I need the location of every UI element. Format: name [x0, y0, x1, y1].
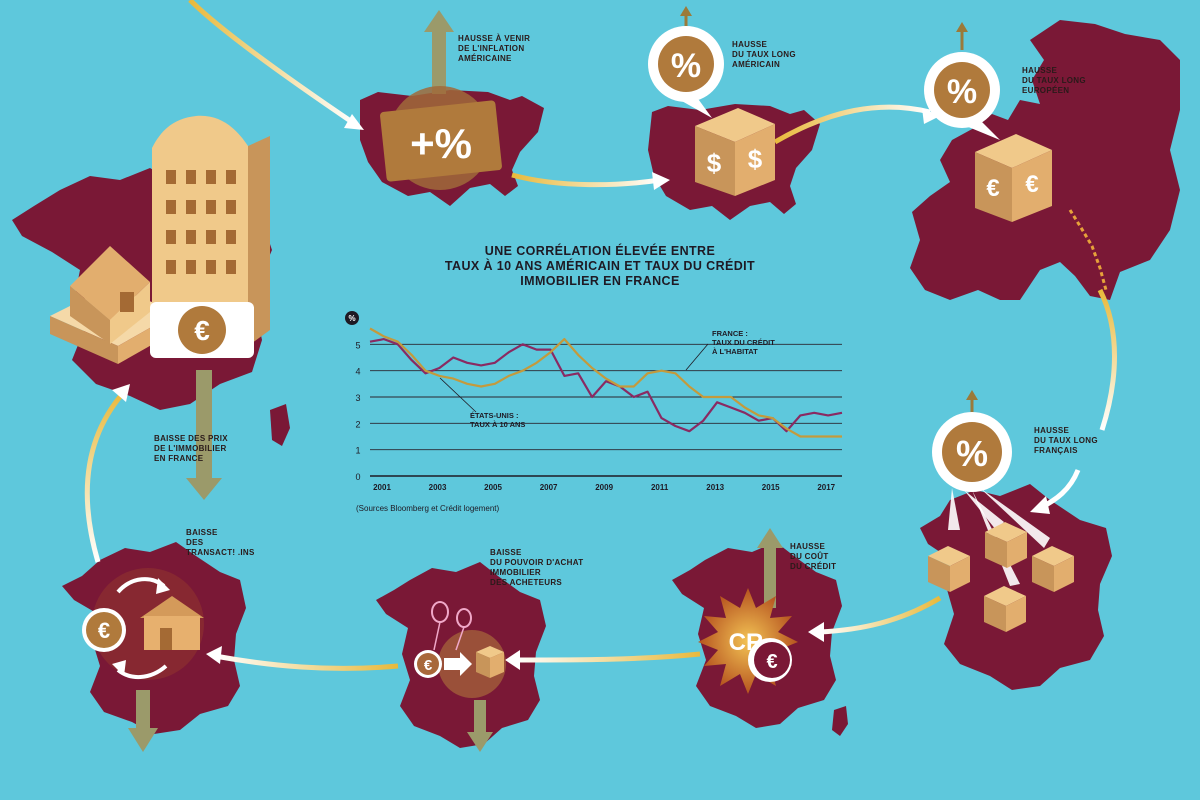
dollar-left-label: $: [707, 148, 722, 178]
down-arrow-purchasing-icon: [467, 700, 493, 752]
annotation-fr: FRANCE : TAUX DU CRÉDIT À L'HABITAT: [712, 329, 775, 356]
annotation-leader-fr: [685, 343, 709, 371]
euro-right-label: €: [1025, 171, 1038, 198]
x-tick-label: 2003: [429, 483, 447, 492]
percent-fr-label: %: [956, 433, 988, 474]
dollar-crate-icon: $ $: [695, 108, 775, 196]
chart-title: UNE CORRÉLATION ÉLEVÉE ENTRE TAUX À 10 A…: [444, 244, 756, 288]
percent-us-label: %: [671, 47, 701, 85]
euro-to-house-icon: €: [414, 601, 506, 698]
label-transactions: BAISSE DES TRANSACT! .INS: [186, 528, 255, 557]
france-map-rate: [920, 484, 1112, 690]
y-tick-label: 1: [355, 446, 360, 456]
label-us-rate: HAUSSE DU TAUX LONG AMÉRICAIN: [732, 40, 796, 69]
up-arrow-credit-icon: [757, 528, 783, 608]
percent-bubble-eu-icon: %: [924, 22, 1000, 140]
y-unit-label: %: [348, 314, 355, 323]
y-unit-badge: [345, 311, 359, 325]
euro-credit-label: €: [766, 651, 777, 673]
plus-percent-icon: +%: [380, 86, 502, 190]
euro-left-label: €: [986, 175, 999, 202]
chart-source: (Sources Bloomberg et Crédit logement): [356, 504, 500, 513]
series-line-us: [369, 338, 843, 433]
crates-cluster-icon: [928, 522, 1074, 632]
annotation-us: ÉTATS-UNIS : TAUX À 10 ANS: [470, 411, 525, 429]
crate-icon: [984, 586, 1026, 632]
x-tick-label: 2007: [540, 483, 558, 492]
label-fr-rate: HAUSSE DU TAUX LONG FRANÇAIS: [1034, 426, 1098, 455]
y-tick-label: 5: [355, 340, 360, 350]
x-tick-label: 2009: [595, 483, 613, 492]
credit-starburst-icon: CR €: [698, 588, 798, 694]
plus-percent-label: +%: [410, 120, 472, 167]
x-tick-label: 2005: [484, 483, 502, 492]
down-arrow-transactions-icon: [128, 690, 158, 752]
euro-purchasing-label: €: [424, 657, 433, 674]
label-us-inflation: HAUSSE À VENIR DE L'INFLATION AMÉRICAINE: [458, 34, 531, 63]
annotation-leader-us: [439, 377, 477, 413]
buildings-euro-icon: €: [50, 115, 270, 364]
y-tick-label: 3: [355, 393, 360, 403]
flow-arrows: [84, 0, 1117, 671]
percent-eu-label: %: [947, 73, 977, 111]
x-tick-label: 2015: [762, 483, 780, 492]
correlation-chart: 0 1 2 3 4 5% 2001 2003 2005 2007 2009 2011 2013 2015 2…: [345, 311, 843, 492]
x-tick-label: 2017: [817, 483, 835, 492]
y-tick-label: 0: [355, 472, 360, 482]
x-tick-label: 2013: [706, 483, 724, 492]
series-line-fr: [369, 327, 842, 438]
up-arrow-inflation-icon: [424, 10, 454, 94]
x-tick-label: 2011: [651, 483, 669, 492]
label-eu-rate: HAUSSE DU TAUX LONG EUROPÉEN: [1022, 66, 1086, 95]
crate-icon: [928, 546, 970, 592]
euro-buildings-label: €: [194, 315, 210, 346]
y-tick-label: 2: [355, 419, 360, 429]
label-prices: BAISSE DES PRIX DE L'IMMOBILIER EN FRANC…: [154, 434, 228, 463]
euro-crate-icon: € €: [975, 134, 1052, 222]
dollar-right-label: $: [748, 144, 763, 174]
crate-icon: [985, 522, 1027, 568]
euro-transactions-label: €: [98, 618, 110, 643]
y-tick-label: 4: [355, 367, 360, 377]
percent-bubble-us-icon: %: [648, 6, 724, 118]
euro-house-cycle-icon: €: [82, 568, 204, 680]
x-tick-label: 2001: [373, 483, 391, 492]
down-arrow-prices-icon: [186, 370, 222, 500]
crate-icon: [1032, 546, 1074, 592]
label-credit-cost: HAUSSE DU COÛT DU CRÉDIT: [790, 542, 837, 571]
label-purchasing-power: BAISSE DU POUVOIR D'ACHAT IMMOBILIER DES…: [490, 548, 584, 587]
